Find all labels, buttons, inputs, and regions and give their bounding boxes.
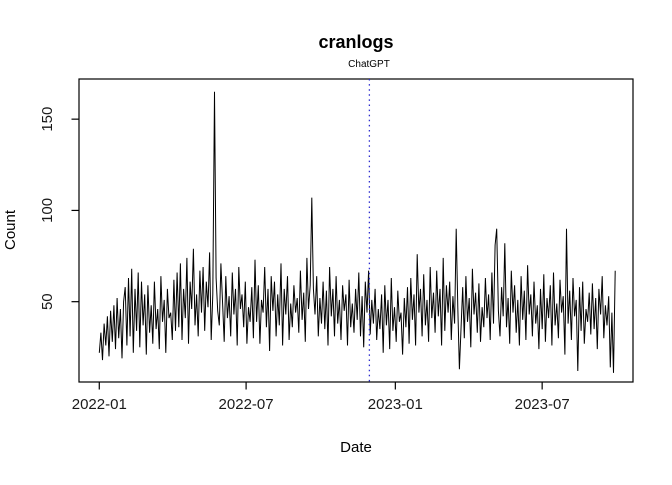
series-line [98,91,616,373]
x-tick-label: 2023-01 [368,396,423,413]
x-axis-title: Date [340,439,372,456]
y-axis-title: Count [2,209,19,250]
plot-area: 2022-01 2022-07 2023-01 2023-07 50 100 150 [39,78,634,413]
y-tick-label: 50 [39,293,56,310]
chart-title: cranlogs [318,32,393,52]
x-tick-label: 2023-07 [515,396,570,413]
y-tick-label: 150 [39,107,56,132]
x-tick-label: 2022-07 [219,396,274,413]
x-tick-label: 2022-01 [72,396,127,413]
vline-label: ChatGPT [348,59,390,70]
plot-box [78,78,634,383]
y-tick-label: 100 [39,198,56,223]
